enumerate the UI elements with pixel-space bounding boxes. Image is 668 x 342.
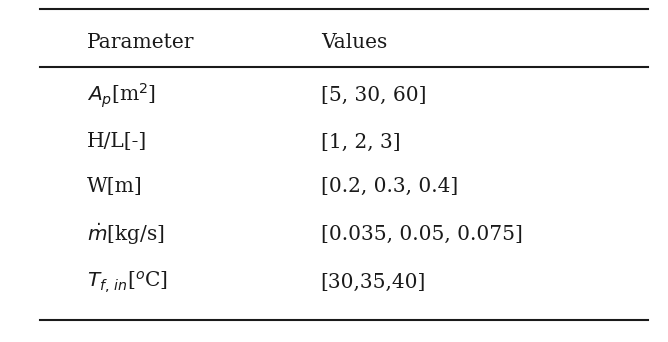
- Text: $A_p$[m$^2$]: $A_p$[m$^2$]: [87, 81, 156, 110]
- Text: [1, 2, 3]: [1, 2, 3]: [321, 132, 400, 152]
- Text: $\dot{m}$[kg/s]: $\dot{m}$[kg/s]: [87, 221, 164, 247]
- Text: [0.035, 0.05, 0.075]: [0.035, 0.05, 0.075]: [321, 225, 522, 244]
- Text: Parameter: Parameter: [87, 33, 194, 52]
- Text: [30,35,40]: [30,35,40]: [321, 273, 426, 292]
- Text: [5, 30, 60]: [5, 30, 60]: [321, 86, 426, 105]
- Text: [0.2, 0.3, 0.4]: [0.2, 0.3, 0.4]: [321, 177, 458, 196]
- Text: Values: Values: [321, 33, 387, 52]
- Text: $T_{f,\, in}$[$^o$C]: $T_{f,\, in}$[$^o$C]: [87, 269, 168, 295]
- Text: H/L[-]: H/L[-]: [87, 132, 147, 152]
- Text: W[m]: W[m]: [87, 177, 142, 196]
